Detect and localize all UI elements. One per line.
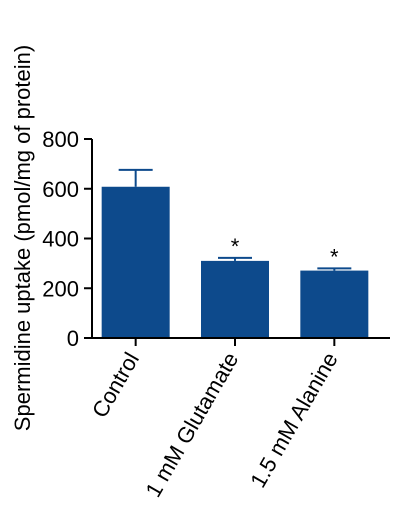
- category-label: Control: [87, 348, 144, 422]
- y-tick-label: 200: [42, 276, 79, 301]
- y-tick-label: 0: [67, 326, 79, 351]
- bars: * *: [101, 168, 369, 338]
- y-tick-label: 600: [42, 177, 79, 202]
- bar: [101, 186, 170, 338]
- category-label: 1 mM Glutamate: [140, 348, 243, 501]
- significance-marker: *: [330, 244, 339, 269]
- bar: [201, 260, 269, 338]
- category-label: 1.5 mM Alanine: [245, 348, 342, 492]
- bar: [300, 270, 369, 338]
- y-axis-title: Spermidine uptake (pmol/mg of protein): [10, 45, 35, 431]
- y-tick-label: 800: [42, 127, 79, 152]
- y-axis: 0 200 400 600 800: [42, 127, 93, 351]
- y-tick-label: 400: [42, 227, 79, 252]
- significance-marker: *: [231, 234, 240, 259]
